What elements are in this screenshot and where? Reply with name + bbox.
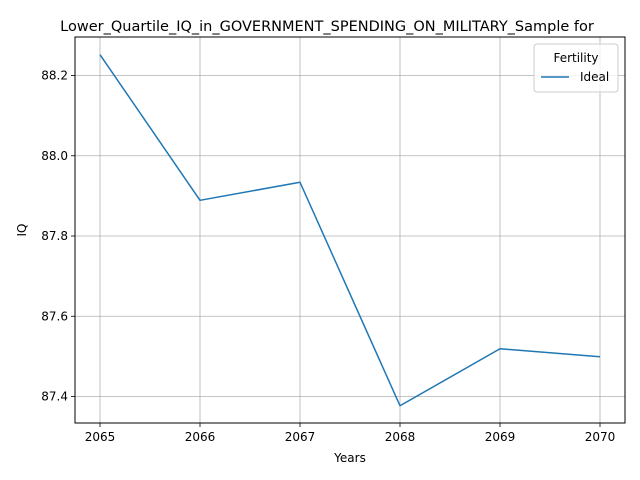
x-tick-label: 2069: [485, 430, 516, 444]
legend-title: Fertility: [553, 51, 598, 65]
x-axis-label: Years: [333, 451, 366, 465]
y-tick-label: 87.4: [41, 390, 68, 404]
chart-title: Lower_Quartile_IQ_in_GOVERNMENT_SPENDING…: [60, 19, 594, 35]
y-tick-label: 87.8: [41, 229, 68, 243]
y-axis-ticks: 87.4 87.6 87.8 88.0 88.2: [41, 69, 75, 404]
x-tick-label: 2070: [585, 430, 616, 444]
y-tick-label: 87.6: [41, 309, 68, 323]
x-tick-label: 2066: [185, 430, 216, 444]
legend-box: [533, 43, 619, 93]
legend-label-ideal: Ideal: [580, 70, 609, 84]
plot-frame: [74, 36, 626, 424]
legend: Fertility Ideal: [533, 43, 619, 93]
plot-series: [99, 54, 601, 407]
x-tick-label: 2065: [85, 430, 116, 444]
y-tick-label: 88.2: [41, 69, 68, 83]
x-tick-label: 2068: [385, 430, 416, 444]
grid-lines: [75, 37, 625, 423]
x-axis-ticks: 2065 2066 2067 2068 2069 2070: [85, 423, 616, 444]
y-axis-label: IQ: [15, 224, 29, 237]
series-line-ideal: [99, 54, 601, 407]
x-tick-label: 2067: [285, 430, 316, 444]
y-tick-label: 88.0: [41, 149, 68, 163]
